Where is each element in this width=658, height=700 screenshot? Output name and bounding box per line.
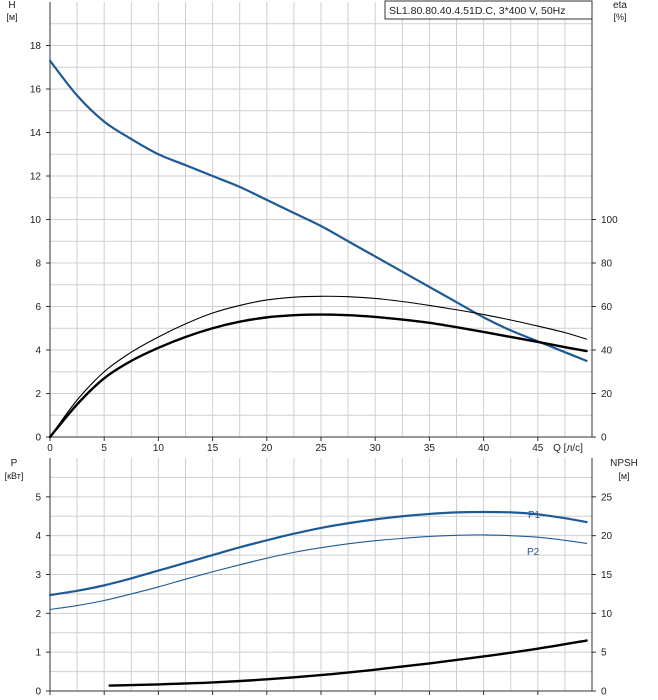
y-right-tick-label: 0 [601,687,607,698]
y-right-axis-label: eta [613,0,627,11]
y-right-tick-label: 20 [601,389,613,400]
x-axis-label: Q [л/с] [553,443,583,454]
x-tick-label: 35 [424,443,436,454]
y-left-tick-label: 0 [35,433,41,444]
plot-panel-2: 0 1 2 3 4 5 0 5 10 15 20 25 P [кВт] NPSH [м] P1 P2 [5,458,638,698]
y-right-tick-label: 5 [601,648,607,659]
x-tick-label: 30 [370,443,382,454]
series-line-1-2 [49,295,588,438]
y-right-tick-label: 0 [601,433,607,444]
series-line-p2 [49,534,588,610]
y-right-axis-unit: [%] [613,12,626,22]
y-left-tick-label: 8 [35,259,41,270]
series-label-p2: P2 [527,547,540,558]
series-line-1-3 [48,313,588,439]
series-line-p1 [48,510,588,597]
y-left-tick-label: 16 [30,85,42,96]
y-right-tick-label: 10 [601,609,613,620]
y-right-tick-label: 15 [601,570,613,581]
x-tick-label: 5 [101,443,107,454]
model-label-box: SL1.80.80.40.4.51D.C, 3*400 V, 50Hz [384,0,593,20]
y-left-tick-label: 14 [30,128,42,139]
y-left-axis-label: P [11,458,18,469]
y-left-axis-unit: [м] [6,12,17,22]
x-tick-label: 0 [47,443,53,454]
series-line-2-3 [108,639,588,687]
x-tick-label: 20 [261,443,273,454]
y-right-tick-label: 60 [601,302,613,313]
y-left-tick-label: 4 [35,346,41,357]
x-tick-label: 45 [532,443,544,454]
y-left-axis-label: H [8,0,15,11]
y-right-tick-label: 20 [601,531,613,542]
y-right-tick-label: 25 [601,492,613,503]
y-left-tick-label: 10 [30,215,42,226]
y-left-tick-label: 0 [35,687,41,698]
y-left-tick-label: 4 [35,531,41,542]
y-right-tick-label: 40 [601,346,613,357]
series-label-p1: P1 [528,510,541,521]
y-left-tick-label: 5 [35,492,41,503]
y-right-tick-label: 100 [601,215,618,226]
y-left-tick-label: 12 [30,172,42,183]
y-left-tick-label: 2 [35,389,41,400]
y-left-tick-label: 1 [35,648,41,659]
series-line-1-1 [48,59,588,362]
x-tick-label: 40 [478,443,490,454]
x-tick-label: 15 [207,443,219,454]
x-tick-label: 25 [315,443,327,454]
y-left-axis-unit: [кВт] [5,471,24,481]
plot-panel-1: 0 5 10 15 20 25 30 35 40 45 Q [л/с] 0 2 4 6 8 10 12 14 16 18… [6,0,627,454]
y-left-tick-label: 18 [30,41,42,52]
x-tick-label: 10 [153,443,165,454]
y-left-tick-label: 6 [35,302,41,313]
y-right-axis-unit: [м] [618,471,629,481]
y-left-tick-label: 2 [35,609,41,620]
y-right-tick-label: 80 [601,259,613,270]
y-left-tick-label: 3 [35,570,41,581]
y-right-axis-label: NPSH [610,458,638,469]
model-label: SL1.80.80.40.4.51D.C, 3*400 V, 50Hz [389,5,566,17]
